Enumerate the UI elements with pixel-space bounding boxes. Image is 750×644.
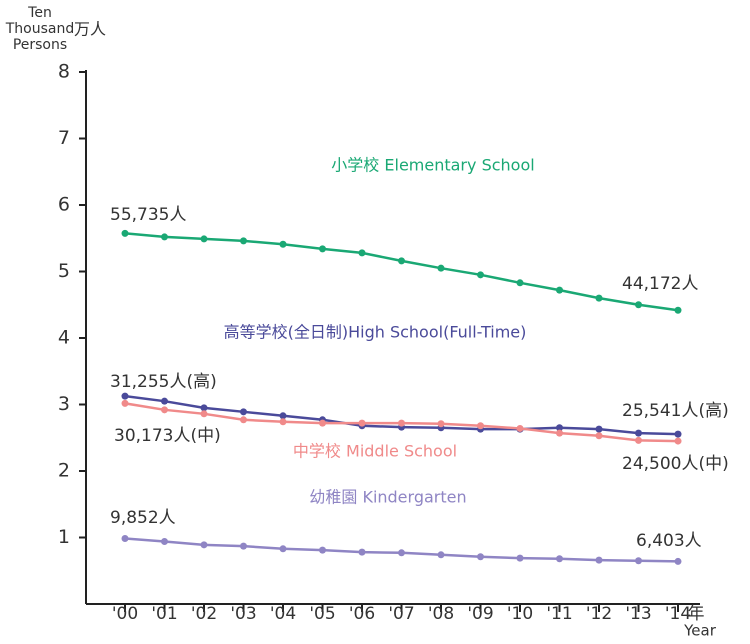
data-point	[358, 249, 366, 257]
data-point	[161, 397, 168, 405]
data-label: 9,852人	[110, 508, 176, 528]
data-point	[595, 556, 603, 564]
y-tick-label: 1	[58, 526, 70, 548]
x-tick-label: '13	[625, 604, 651, 624]
y-tick-label: 3	[58, 393, 70, 415]
data-point	[279, 545, 287, 553]
x-tick-label: '03	[230, 604, 256, 624]
data-point	[319, 245, 326, 253]
data-point	[358, 419, 366, 427]
x-tick-label: '09	[467, 604, 493, 624]
data-point	[121, 229, 129, 237]
data-point	[319, 419, 326, 427]
y-tick-label: 6	[58, 194, 70, 216]
x-tick-label: '00	[112, 604, 138, 624]
data-point	[121, 534, 129, 542]
data-point	[240, 237, 247, 245]
data-point	[477, 422, 484, 430]
data-point	[556, 424, 563, 432]
y-axis-label: Thousand	[5, 21, 75, 37]
data-point	[635, 557, 642, 565]
y-tick-label: 7	[58, 127, 70, 149]
data-label: 31,255人(高)	[110, 372, 217, 392]
x-tick-label: '10	[507, 604, 533, 624]
data-point	[279, 412, 287, 420]
data-point	[477, 553, 484, 561]
series-line	[124, 232, 679, 312]
data-point	[556, 286, 563, 294]
data-point	[595, 432, 603, 440]
data-point	[121, 392, 129, 400]
data-point	[200, 404, 208, 412]
data-point	[595, 425, 603, 433]
y-axis-unit: 万人	[74, 20, 106, 39]
data-label: 24,500人(中)	[622, 454, 729, 474]
y-tick-label: 2	[58, 460, 70, 482]
series-label: 中学校 Middle School	[293, 442, 457, 461]
data-point	[556, 555, 563, 563]
data-point	[674, 437, 682, 445]
data-point	[674, 430, 682, 438]
data-point	[556, 429, 563, 437]
data-point	[200, 410, 208, 418]
y-axis-label: Ten	[27, 5, 52, 21]
series-label: 幼稚園 Kindergarten	[309, 488, 466, 507]
data-point	[240, 542, 247, 550]
y-tick-label: 8	[58, 61, 70, 83]
x-tick-label: '06	[349, 604, 375, 624]
series-label: 高等学校(全日制)High School(Full-Time)	[224, 323, 527, 342]
x-axis-label: Year	[683, 622, 717, 640]
data-point	[516, 424, 524, 432]
data-point	[398, 549, 405, 557]
data-point	[161, 537, 168, 545]
data-point	[635, 429, 642, 437]
data-label: 6,403人	[636, 531, 702, 551]
y-tick-label: 5	[58, 260, 70, 282]
data-point	[516, 279, 524, 287]
y-axis-label: Persons	[13, 37, 67, 53]
data-point	[635, 301, 642, 309]
data-label: 30,173人(中)	[114, 426, 221, 446]
data-point	[437, 420, 445, 428]
data-point	[121, 399, 129, 407]
data-point	[200, 235, 208, 243]
data-label: 55,735人	[110, 205, 186, 225]
data-point	[635, 436, 642, 444]
x-tick-label: '07	[388, 604, 414, 624]
x-tick-label: '12	[586, 604, 612, 624]
data-point	[398, 419, 405, 427]
x-tick-label: '01	[151, 604, 177, 624]
data-point	[477, 271, 484, 279]
data-point	[279, 418, 287, 426]
series-label: 小学校 Elementary School	[331, 156, 534, 175]
x-tick-label: '05	[309, 604, 335, 624]
data-point	[516, 554, 524, 562]
data-point	[398, 257, 405, 265]
data-point	[319, 546, 326, 554]
data-label: 25,541人(高)	[622, 401, 729, 421]
data-point	[279, 240, 287, 248]
x-tick-label: '08	[428, 604, 454, 624]
data-point	[437, 264, 445, 272]
data-point	[240, 416, 247, 424]
data-point	[358, 548, 366, 556]
x-tick-label: '04	[270, 604, 296, 624]
y-tick-label: 4	[58, 327, 70, 349]
data-label: 44,172人	[622, 274, 698, 294]
x-tick-label: '14	[665, 604, 691, 624]
data-point	[200, 541, 208, 549]
data-point	[595, 294, 603, 302]
x-tick-label: '02	[191, 604, 217, 624]
data-point	[161, 406, 168, 414]
data-point	[437, 551, 445, 559]
x-axis-unit: 年	[688, 604, 705, 624]
x-tick-label: '11	[546, 604, 572, 624]
data-point	[674, 306, 682, 314]
data-point	[240, 408, 247, 416]
data-point	[674, 557, 682, 565]
data-point	[161, 233, 168, 241]
